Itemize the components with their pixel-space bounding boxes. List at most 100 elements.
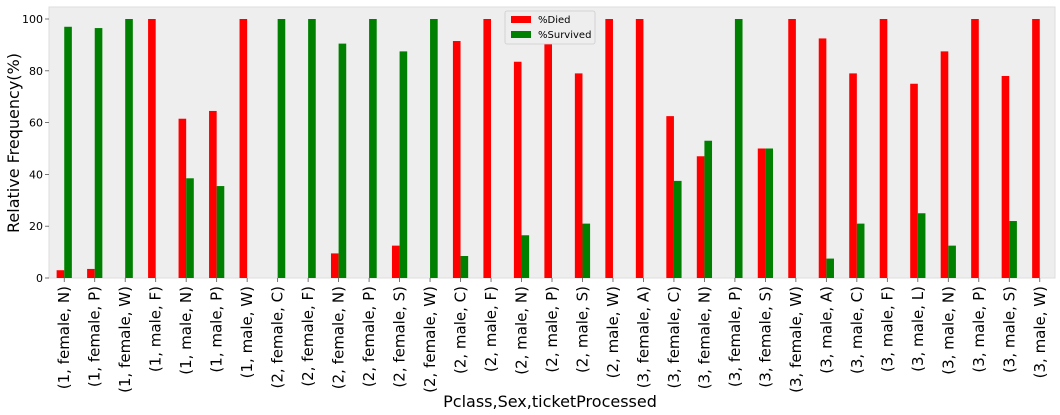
bar-survived [826, 258, 834, 278]
bar-died [788, 19, 796, 278]
y-tick-label: 40 [29, 168, 43, 181]
x-tick-label: (3, female, P) [726, 286, 744, 387]
bar-survived [125, 19, 133, 278]
x-tick-label: (1, male, P) [208, 286, 226, 373]
x-tick-label: (2, male, P) [543, 286, 561, 373]
bar-died [1032, 19, 1040, 278]
x-tick-label: (3, female, C) [665, 286, 683, 389]
x-tick-label: (3, female, S) [756, 286, 774, 388]
x-tick-label: (3, female, A) [634, 286, 652, 388]
bar-survived [1009, 221, 1017, 278]
bar-survived [186, 178, 194, 278]
y-tick-label: 100 [22, 13, 43, 26]
bar-died [574, 73, 583, 278]
bar-survived [94, 28, 103, 278]
bar-died [1001, 75, 1010, 278]
bar-died [666, 116, 674, 279]
bar-died [940, 51, 949, 279]
bar-survived [399, 51, 408, 279]
x-tick-label: (1, male, W) [238, 286, 256, 378]
bar-died [330, 253, 339, 278]
x-tick-label: (3, male, S) [1000, 286, 1018, 373]
bar-died [391, 245, 400, 279]
x-tick-label: (2, male, F) [482, 286, 500, 372]
x-tick-label: (2, female, S) [391, 286, 409, 388]
legend-label-survived: %Survived [538, 30, 591, 41]
bar-survived [856, 223, 865, 278]
x-tick-label: (1, female, W) [116, 286, 134, 393]
x-tick-label: (3, male, N) [939, 286, 957, 375]
bar-survived [948, 245, 956, 279]
bar-died [239, 19, 248, 278]
bar-survived [673, 180, 682, 279]
bar-survived [521, 235, 530, 278]
x-tick-label: (2, female, P) [360, 286, 378, 387]
y-tick-label: 0 [36, 272, 43, 285]
x-tick-label: (2, female, W) [421, 286, 439, 393]
bar-died [209, 110, 217, 278]
y-tick-label: 20 [29, 220, 43, 233]
bar-died [544, 19, 552, 278]
bar-died [452, 41, 461, 278]
bar-survived [369, 19, 377, 278]
bar-survived [64, 26, 72, 278]
x-tick-label: (2, male, N) [513, 286, 531, 375]
bar-died [849, 73, 857, 278]
bar-survived [765, 148, 774, 278]
x-tick-label: (3, male, P) [970, 286, 988, 373]
bar-survived [277, 19, 286, 278]
x-tick-label: (3, female, W) [787, 286, 805, 393]
bar-died [757, 148, 766, 278]
bar-died [635, 19, 644, 278]
x-axis: (1, female, N) (1, female, P) (1, female, … [55, 278, 1049, 393]
y-axis-title: Relative Frequency(%) [4, 53, 23, 233]
legend-swatch-died [511, 16, 531, 23]
x-tick-label: (3, male, C) [848, 286, 866, 374]
bar-survived [308, 19, 316, 278]
x-tick-label: (3, male, W) [1031, 286, 1049, 378]
bar-survived [704, 140, 713, 278]
x-tick-label: (3, male, A) [817, 286, 835, 374]
bar-died [87, 268, 95, 278]
legend-label-died: %Died [538, 15, 570, 26]
x-tick-label: (1, female, P) [86, 286, 104, 387]
bar-died [696, 156, 705, 278]
bar-died [818, 38, 827, 279]
bar-survived [582, 223, 591, 278]
bar-survived [216, 186, 225, 278]
x-tick-label: (3, female, N) [695, 286, 713, 389]
x-tick-label: (1, male, F) [147, 286, 165, 372]
bar-survived [338, 43, 347, 278]
x-tick-label: (1, male, N) [177, 286, 195, 375]
x-axis-title: Pclass,Sex,ticketProcessed [443, 392, 657, 411]
legend: %Died %Survived [504, 10, 596, 45]
bar-survived [734, 19, 743, 278]
x-tick-label: (2, male, S) [573, 286, 591, 373]
bar-died [513, 61, 522, 278]
x-tick-label: (2, male, W) [604, 286, 622, 378]
y-tick-label: 80 [29, 65, 43, 78]
bar-died [178, 118, 187, 278]
bar-died [910, 83, 918, 278]
x-tick-label: (3, male, L) [909, 286, 927, 372]
x-tick-label: (2, male, C) [452, 286, 470, 374]
x-tick-label: (2, female, F) [299, 286, 317, 387]
bar-died [56, 270, 65, 278]
bar-survived [917, 213, 926, 278]
bar-died [879, 19, 888, 278]
x-tick-label: (3, male, F) [878, 286, 896, 372]
bars-group [56, 19, 1040, 279]
bar-survived [460, 255, 469, 278]
bar-died [971, 19, 979, 278]
bar-died [148, 19, 156, 278]
x-tick-label: (2, female, N) [330, 286, 348, 389]
bar-survived [430, 19, 438, 278]
legend-swatch-survived [511, 31, 531, 38]
x-tick-label: (1, female, N) [55, 286, 73, 389]
y-axis: 0 20 40 60 80 100 [22, 13, 49, 285]
bar-died [605, 19, 613, 278]
x-tick-label: (2, female, C) [269, 286, 287, 389]
y-tick-label: 60 [29, 117, 43, 130]
bar-died [483, 19, 492, 278]
